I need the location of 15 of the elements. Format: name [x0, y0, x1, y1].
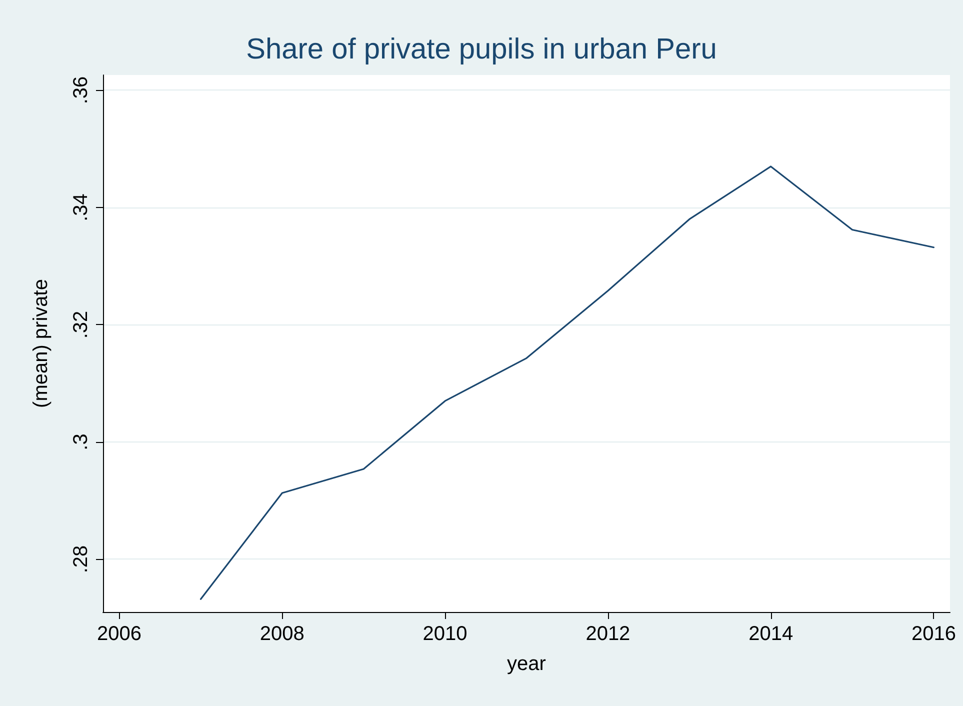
- y-tick-label: .36: [70, 76, 92, 104]
- x-tick-label: 2016: [911, 623, 956, 645]
- y-tick-label: .28: [70, 545, 92, 574]
- y-axis-title: (mean) private: [30, 279, 52, 408]
- x-axis-title: year: [507, 653, 546, 675]
- x-tick-label: 2010: [422, 623, 468, 645]
- x-tick-label: 2006: [97, 623, 142, 645]
- x-tick-label: 2012: [586, 623, 630, 645]
- y-tick-label: .3: [70, 434, 92, 450]
- y-tick-label: .32: [70, 310, 92, 339]
- x-tick-label: 2014: [748, 623, 794, 645]
- line-series: [200, 166, 935, 600]
- x-tick-label: 2008: [260, 623, 304, 645]
- chart-title: Share of private pupils in urban Peru: [246, 34, 717, 66]
- y-tick-label: .34: [70, 194, 92, 222]
